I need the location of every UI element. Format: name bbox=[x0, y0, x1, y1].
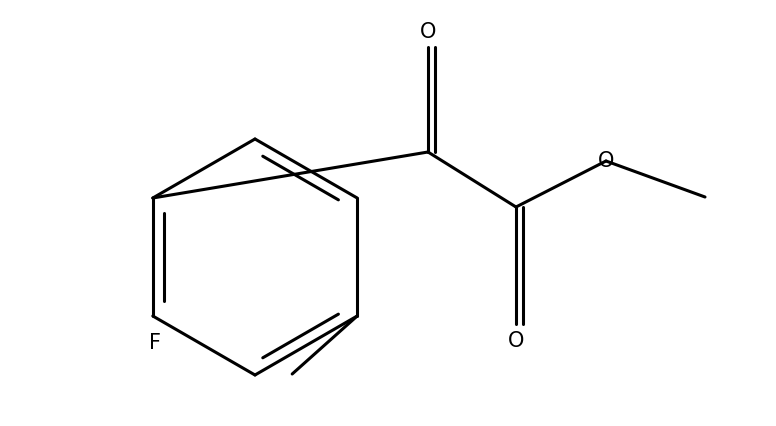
Text: O: O bbox=[420, 22, 436, 42]
Text: O: O bbox=[598, 151, 614, 170]
Text: O: O bbox=[508, 330, 524, 350]
Text: F: F bbox=[149, 332, 161, 352]
